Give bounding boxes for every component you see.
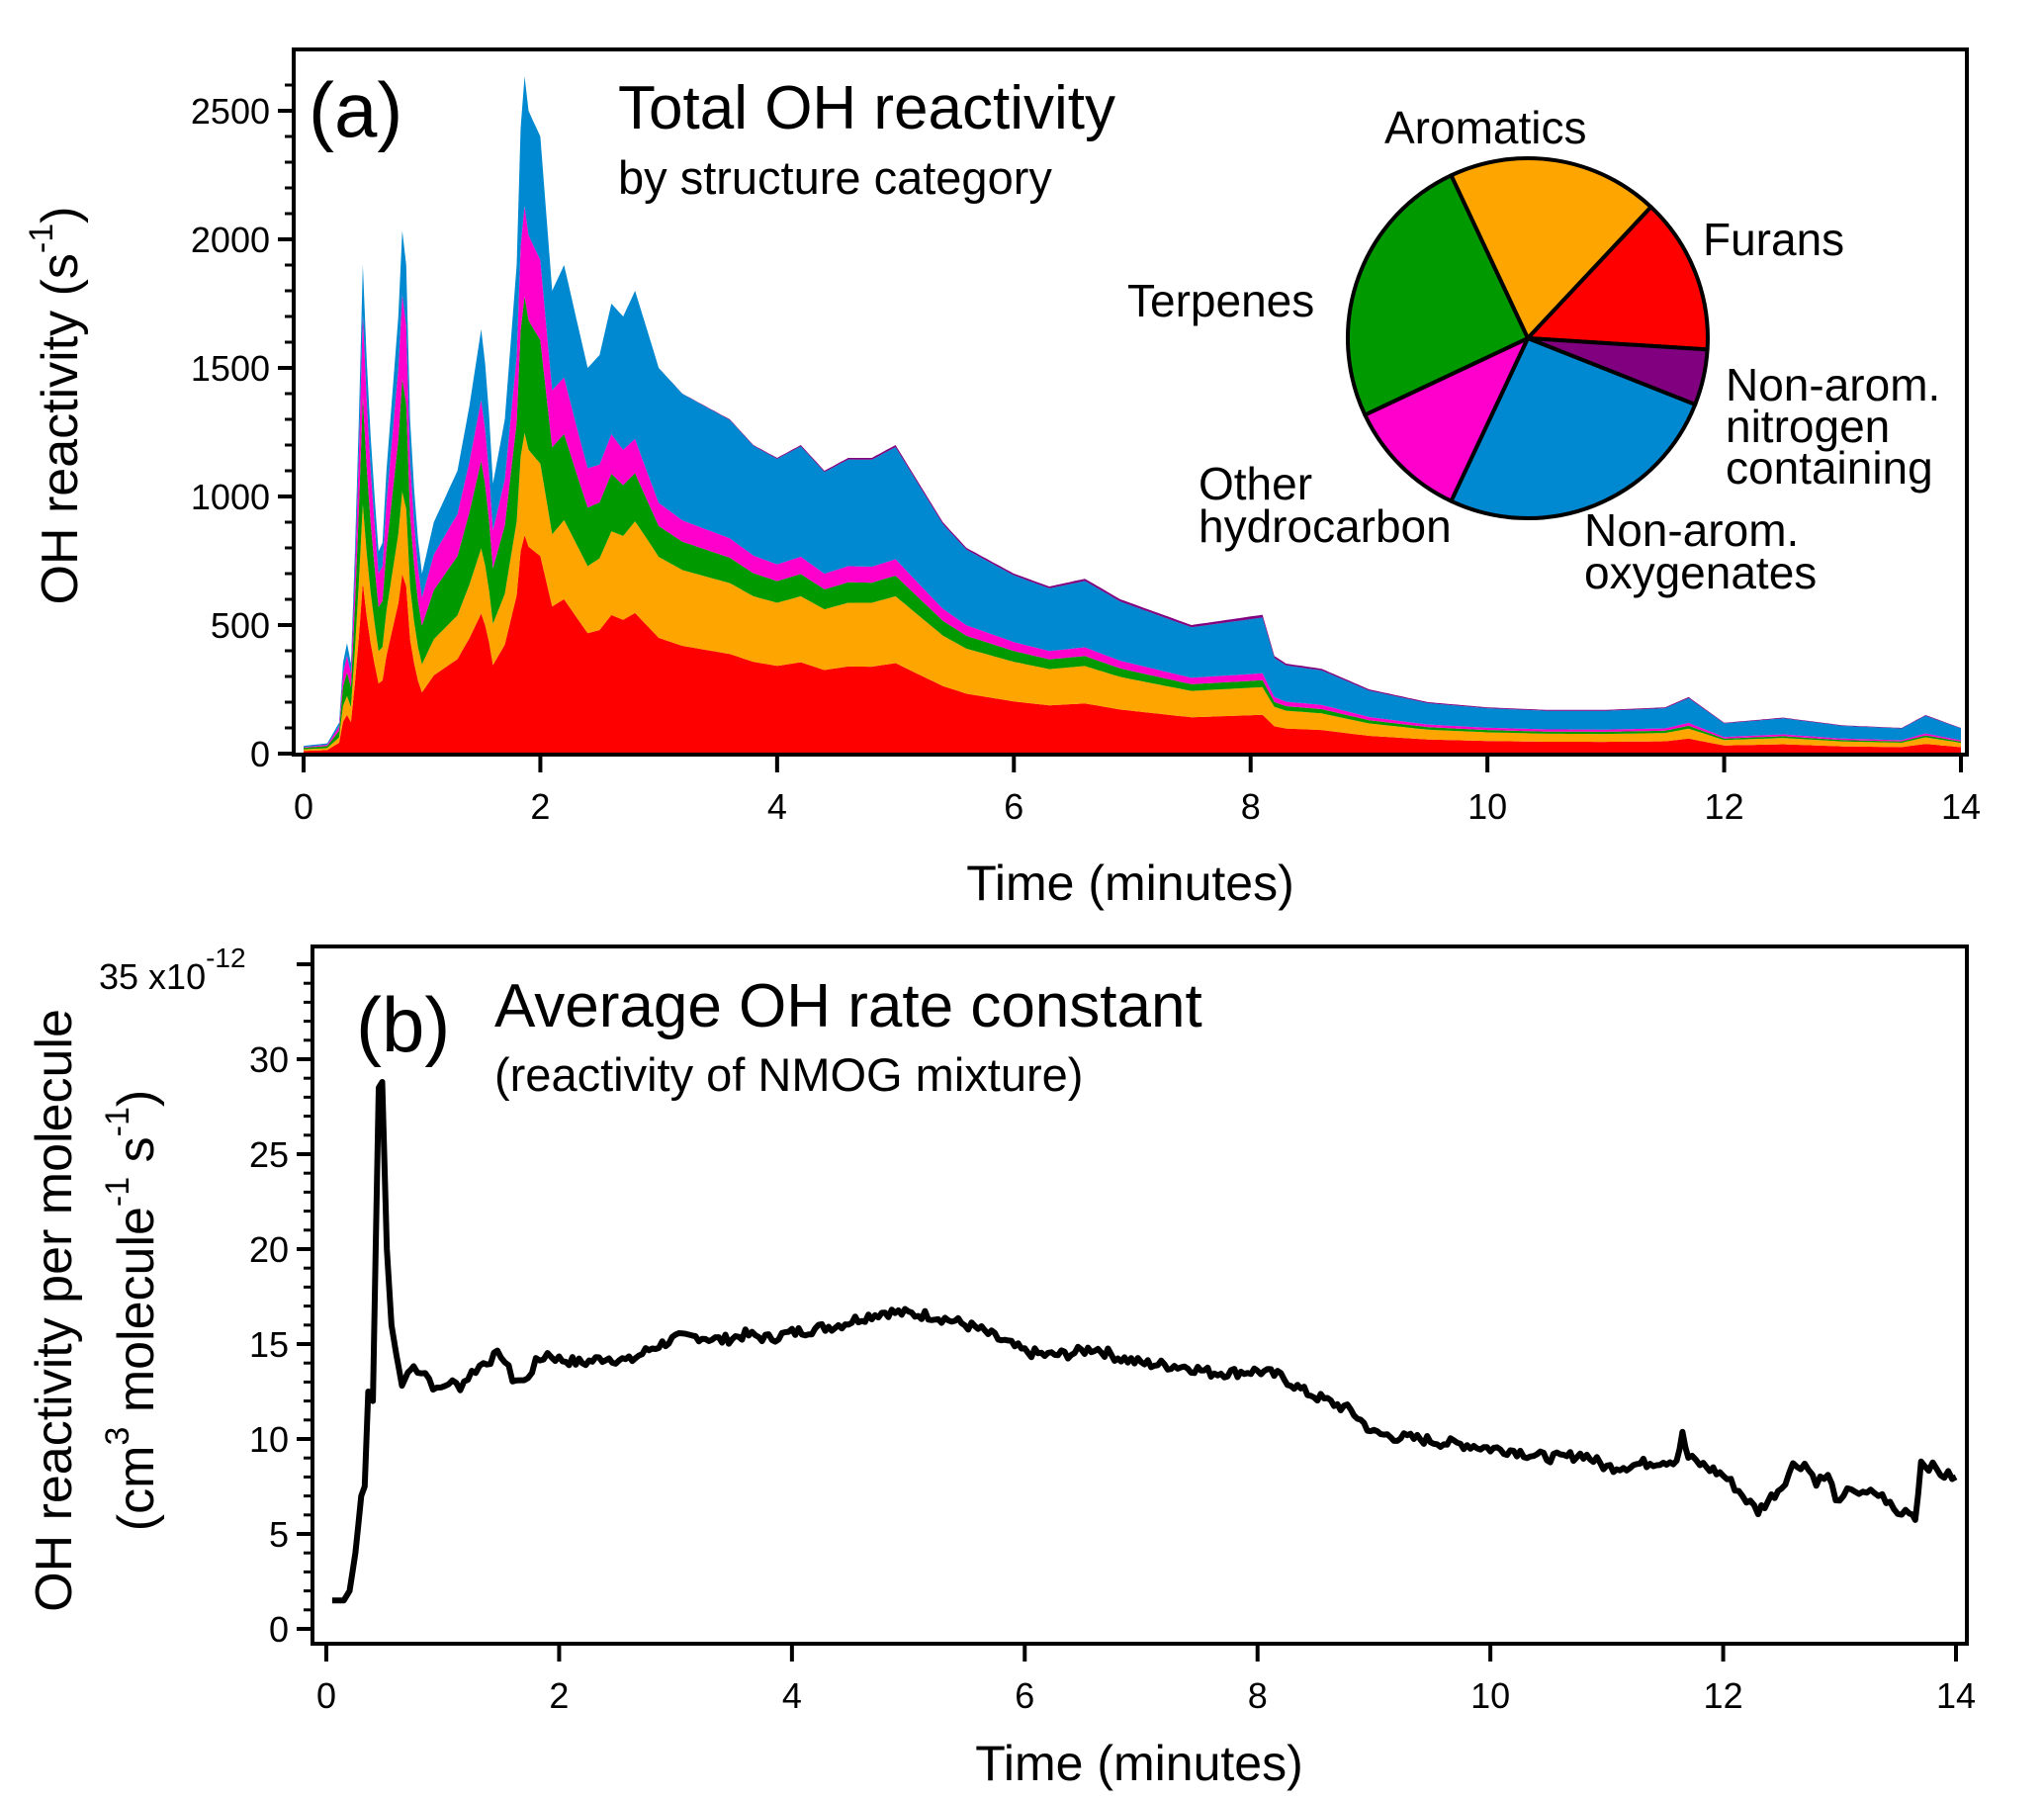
pie-label-nitrogen-2: nitrogen bbox=[1726, 401, 1890, 452]
x-axis-b: 0 2 4 6 8 10 12 14 bbox=[316, 1644, 1976, 1716]
pie-label-oxygenates-1: Non-arom. bbox=[1584, 504, 1799, 556]
y-tick-label-b: 15 bbox=[249, 1324, 289, 1365]
y-tick-label-b: 20 bbox=[249, 1229, 289, 1270]
chart-subtitle-a: by structure category bbox=[618, 151, 1052, 204]
y-tick-label-a: 1000 bbox=[191, 477, 270, 517]
pie-slice-aromatics bbox=[1449, 156, 1653, 340]
panel-label-a: (a) bbox=[309, 66, 402, 153]
panel-label-b: (b) bbox=[356, 981, 450, 1068]
pie-label-other-1: Other bbox=[1199, 458, 1312, 509]
x-tick-label-a: 6 bbox=[1004, 786, 1023, 827]
x-tick-label-b: 8 bbox=[1248, 1675, 1268, 1716]
chart-title-b: Average OH rate constant bbox=[494, 972, 1202, 1040]
panel-a: 0 2 4 6 8 10 12 14 0 500 1000 1500 2000 2500 (a) Tot… bbox=[23, 47, 1981, 911]
x-tick-label-b: 6 bbox=[1015, 1675, 1034, 1716]
rate-constant-line bbox=[331, 1079, 1958, 1604]
y-tick-label-a: 0 bbox=[250, 734, 270, 774]
y-tick-label-b: 0 bbox=[269, 1609, 289, 1650]
x-tick-label-a: 0 bbox=[294, 786, 313, 827]
x-tick-label-b: 14 bbox=[1936, 1675, 1976, 1716]
pie-label-aromatics: Aromatics bbox=[1384, 102, 1586, 153]
y-tick-label-a: 2000 bbox=[191, 220, 270, 260]
x-tick-label-a: 10 bbox=[1467, 786, 1507, 827]
x-tick-label-b: 10 bbox=[1470, 1675, 1510, 1716]
area-aromatics bbox=[304, 432, 1961, 752]
x-tick-label-a: 12 bbox=[1705, 786, 1744, 827]
pie-slice-other-hydrocarbon bbox=[1363, 336, 1530, 503]
x-tick-label-b: 2 bbox=[549, 1675, 569, 1716]
stacked-area-series bbox=[304, 76, 1961, 754]
pie-label-nitrogen-1: Non-arom. bbox=[1726, 359, 1940, 410]
y-tick-label-a: 2500 bbox=[191, 91, 270, 132]
x-tick-label-a: 14 bbox=[1941, 786, 1981, 827]
pie-label-nitrogen-3: containing bbox=[1726, 442, 1933, 494]
x-tick-label-a: 8 bbox=[1241, 786, 1261, 827]
y-scale-top-tick: 35 bbox=[99, 956, 138, 997]
x-tick-label-b: 12 bbox=[1704, 1675, 1743, 1716]
x-tick-label-b: 4 bbox=[782, 1675, 802, 1716]
plot-frame-b bbox=[311, 944, 1969, 1646]
area-furans bbox=[304, 535, 1961, 754]
y-axis-label-b-line2: (cm3 molecule-1 s-1) bbox=[99, 1090, 165, 1531]
x-axis-a: 0 2 4 6 8 10 12 14 bbox=[294, 755, 1981, 827]
pie-slice-non-arom-oxygenates bbox=[1449, 336, 1698, 520]
inset-pie-chart bbox=[1345, 156, 1710, 520]
chart-subtitle-b: (reactivity of NMOG mixture) bbox=[494, 1048, 1083, 1101]
pie-label-furans: Furans bbox=[1703, 214, 1844, 265]
x-tick-label-b: 0 bbox=[316, 1675, 336, 1716]
y-axis-label-a: OH reactivity (s-1) bbox=[23, 207, 89, 605]
y-tick-label-b: 10 bbox=[249, 1419, 289, 1460]
y-tick-label-b: 30 bbox=[249, 1039, 289, 1080]
pie-label-terpenes: Terpenes bbox=[1127, 275, 1314, 326]
pie-labels: Aromatics Furans Terpenes Non-arom. nitr… bbox=[1127, 102, 1940, 598]
pie-slice-terpenes bbox=[1345, 173, 1530, 417]
x-axis-label-b: Time (minutes) bbox=[975, 1736, 1303, 1791]
x-tick-label-a: 2 bbox=[530, 786, 550, 827]
y-tick-label-b: 25 bbox=[249, 1134, 289, 1175]
area-non-arom-oxygenates bbox=[304, 76, 1961, 748]
y-axis-label-b-line1: OH reactivity per molecule bbox=[26, 1009, 83, 1612]
y-tick-label-b: 5 bbox=[269, 1514, 289, 1555]
x-tick-label-a: 4 bbox=[767, 786, 787, 827]
pie-label-oxygenates-2: oxygenates bbox=[1584, 547, 1817, 598]
y-axis-a: 0 500 1000 1500 2000 2500 bbox=[191, 83, 294, 774]
plot-frame-a bbox=[292, 47, 1969, 757]
pie-label-other-2: hydrocarbon bbox=[1199, 500, 1452, 552]
chart-title-a: Total OH reactivity bbox=[618, 74, 1115, 142]
x-axis-label-a: Time (minutes) bbox=[966, 855, 1294, 911]
y-scale-label-b: 35 x10-12 bbox=[99, 943, 246, 997]
y-tick-label-a: 1500 bbox=[191, 348, 270, 389]
y-tick-label-a: 500 bbox=[211, 605, 270, 646]
y-axis-b: 0 5 10 15 20 25 30 bbox=[249, 962, 312, 1650]
panel-b: 0 2 4 6 8 10 12 14 0 5 10 15 20 25 30 35 x10-12 (b) Av… bbox=[26, 943, 1976, 1791]
pie-slice-furans bbox=[1526, 205, 1710, 352]
